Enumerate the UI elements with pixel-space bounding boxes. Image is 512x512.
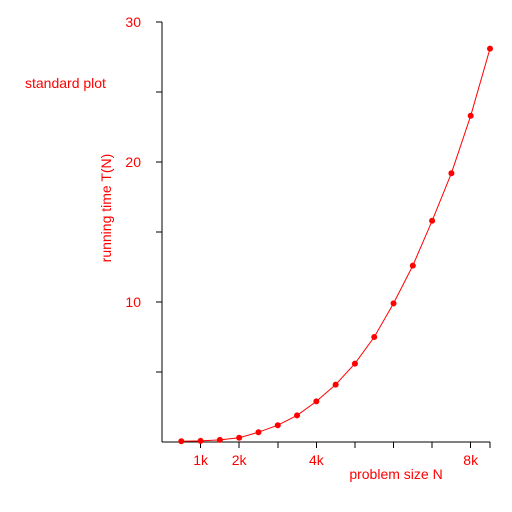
x-tick-label: 1k (193, 452, 209, 468)
data-series (178, 45, 493, 445)
data-point (467, 112, 474, 119)
y-tick-label: 30 (125, 14, 141, 30)
x-tick-label: 4k (309, 452, 325, 468)
y-tick-label: 20 (125, 154, 141, 170)
data-point (294, 412, 301, 419)
x-tick-label: 8k (463, 452, 479, 468)
data-point (390, 300, 397, 307)
data-point (313, 398, 320, 405)
data-point (429, 217, 436, 224)
y-tick-label: 10 (125, 294, 141, 310)
data-point (178, 438, 185, 445)
x-axis-label: problem size N (349, 466, 442, 482)
data-point (487, 45, 493, 52)
chart-title: standard plot (25, 75, 106, 91)
data-point (255, 429, 262, 436)
data-point (216, 436, 223, 443)
data-point (197, 437, 204, 444)
axes (161, 22, 490, 443)
y-axis-label: running time T(N) (98, 154, 114, 263)
data-point (371, 334, 378, 340)
data-point (236, 434, 243, 441)
data-point (332, 381, 339, 388)
data-point (409, 262, 416, 269)
x-tick-label: 2k (232, 452, 248, 468)
data-point (274, 422, 281, 429)
data-point (448, 170, 455, 177)
ticks: 10 20 30 1k 2k 4k 8k (125, 14, 491, 468)
data-point (351, 360, 358, 367)
